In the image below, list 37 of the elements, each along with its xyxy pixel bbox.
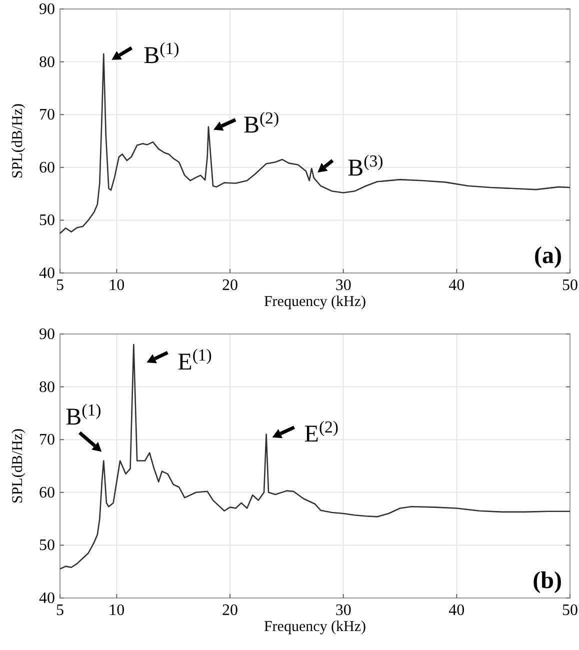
y-tick-label: 40 — [39, 590, 55, 607]
y-axis-title: SPL(dB/Hz) — [10, 103, 26, 178]
x-tick-label: 10 — [108, 602, 125, 619]
annotation: E$^{(2)}$ — [304, 416, 339, 448]
x-tick-label: 20 — [222, 602, 238, 619]
x-tick-label: 20 — [222, 277, 238, 294]
x-tick-label: 30 — [335, 602, 352, 619]
y-tick-label: 70 — [39, 432, 55, 449]
annotation: B$^{(2)}$ — [243, 108, 280, 139]
x-tick-label: 50 — [562, 602, 578, 619]
y-tick-label: 40 — [39, 265, 55, 282]
y-tick-label: 60 — [39, 159, 55, 176]
annotation: (b) — [532, 568, 562, 594]
x-tick-label: 30 — [335, 277, 352, 294]
y-tick-label: 60 — [39, 484, 55, 502]
x-tick-label: 50 — [562, 277, 578, 294]
y-tick-label: 90 — [39, 1, 55, 18]
x-tick-label: 40 — [448, 277, 465, 294]
annotation: B$^{(3)}$ — [348, 150, 384, 182]
y-tick-label: 90 — [39, 326, 55, 343]
y-tick-label: 80 — [39, 54, 55, 71]
x-tick-label: 10 — [108, 277, 125, 294]
y-tick-label: 50 — [39, 537, 55, 554]
y-tick-label: 50 — [39, 212, 55, 230]
y-tick-label: 80 — [39, 378, 55, 396]
x-axis-title: Frequency (kHz) — [264, 294, 366, 310]
y-tick-label: 70 — [39, 106, 55, 124]
annotation: B$^{(1)}$ — [66, 400, 102, 431]
x-axis-title: Frequency (kHz) — [264, 619, 366, 635]
line-series — [59, 344, 571, 570]
x-tick-label: 40 — [448, 602, 465, 619]
annotation: E$^{(1)}$ — [178, 345, 212, 376]
annotation: B$^{(1)}$ — [144, 38, 180, 69]
annotation: (a) — [534, 243, 562, 269]
x-tick-label: 5 — [56, 602, 64, 619]
y-axis-title: SPL(dB/Hz) — [10, 428, 26, 504]
x-tick-label: 5 — [56, 277, 64, 294]
